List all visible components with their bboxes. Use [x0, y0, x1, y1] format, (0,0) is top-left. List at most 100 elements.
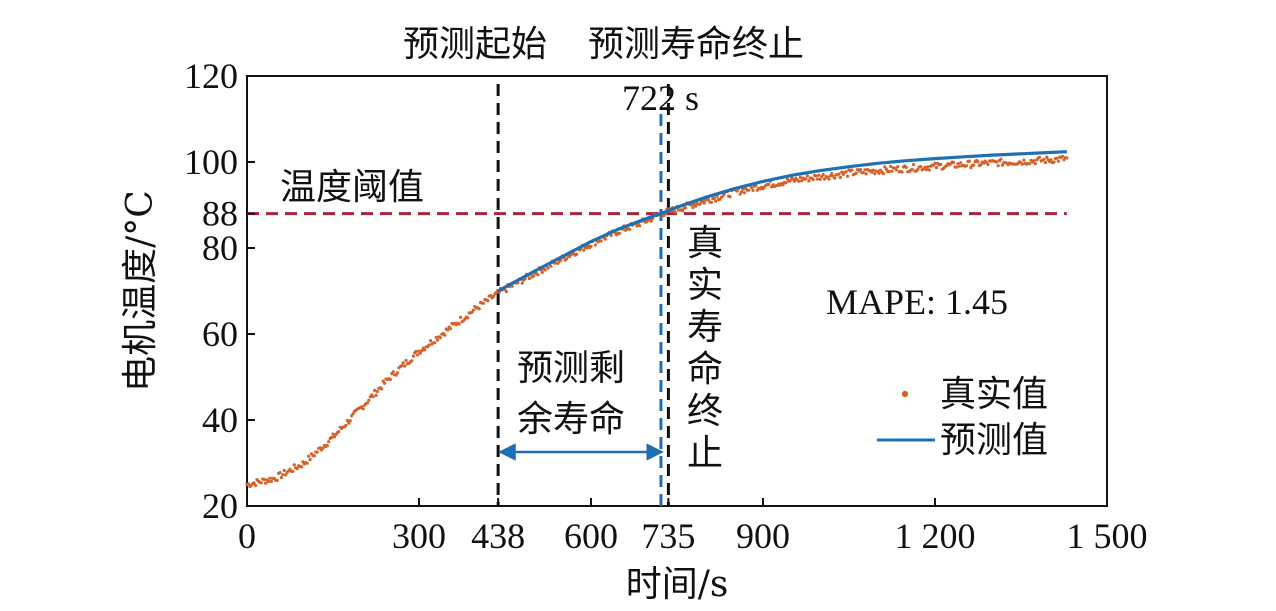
y-tick-label: 120	[184, 56, 238, 96]
true-value-point	[546, 266, 550, 270]
true-value-point	[374, 393, 378, 397]
x-tick-label: 1 500	[1067, 516, 1148, 556]
true-value-point	[348, 419, 352, 423]
true-value-point	[292, 463, 296, 467]
true-value-point	[709, 200, 714, 204]
true-value-point	[423, 348, 427, 352]
true-value-point	[788, 179, 792, 183]
legend-true-label: 真实值	[940, 374, 1048, 415]
true-value-point	[923, 165, 927, 169]
true-value-point	[266, 479, 271, 484]
true-value-point	[312, 454, 316, 458]
true-value-point	[681, 209, 685, 213]
true-value-point	[649, 219, 653, 223]
legend: 真实值 预测值	[877, 374, 1048, 461]
true-value-point	[259, 481, 263, 485]
true-value-point	[979, 163, 983, 167]
y-tick-label: 100	[184, 142, 238, 182]
true-value-point	[838, 175, 843, 180]
true-value-point	[410, 359, 414, 363]
true-value-point	[854, 171, 858, 175]
true-value-point	[706, 198, 711, 202]
true-value-point	[1045, 155, 1049, 159]
true-value-point	[890, 169, 894, 173]
true-value-point	[967, 159, 972, 163]
x-tick-label: 1 200	[895, 516, 976, 556]
true-value-point	[603, 237, 607, 241]
true-eol-char: 实	[687, 265, 723, 306]
true-value-point	[1049, 158, 1053, 162]
true-value-point	[818, 177, 822, 181]
true-value-point	[821, 172, 825, 177]
true-value-point	[924, 168, 929, 172]
true-value-point	[996, 164, 1000, 168]
true-value-point	[877, 171, 881, 175]
true-value-point	[599, 239, 603, 243]
true-value-point	[957, 164, 962, 168]
true-value-point	[926, 165, 930, 169]
true-value-point	[635, 224, 639, 228]
x-tick-label: 438	[471, 516, 525, 556]
true-value-point	[315, 450, 319, 454]
true-value-point	[858, 168, 863, 172]
title-start-label: 预测起始	[403, 24, 547, 65]
true-value-point	[414, 349, 418, 353]
true-value-point	[543, 268, 547, 272]
true-value-point	[388, 378, 392, 382]
true-value-point	[840, 170, 844, 174]
true-value-point	[268, 476, 272, 480]
true-value-point	[887, 169, 891, 174]
y-tick-label: 88	[202, 194, 238, 234]
true-value-point	[536, 273, 540, 277]
true-value-point	[807, 179, 811, 183]
true-value-point	[373, 388, 377, 392]
true-value-point	[823, 177, 827, 181]
true-value-point	[751, 188, 755, 192]
true-value-point	[999, 157, 1003, 161]
true-value-point	[742, 191, 747, 195]
true-value-point	[264, 481, 268, 485]
true-value-point	[269, 479, 273, 483]
true-value-point	[728, 195, 732, 199]
true-value-point	[804, 177, 808, 181]
true-value-point	[262, 477, 266, 482]
true-value-point	[443, 333, 447, 337]
true-value-point	[520, 281, 524, 285]
true-value-point	[418, 351, 422, 355]
true-value-point	[767, 182, 771, 186]
true-value-point	[486, 299, 490, 303]
true-value-point	[344, 423, 348, 428]
true-value-point	[618, 231, 622, 235]
true-value-point	[798, 175, 802, 179]
true-value-point	[540, 270, 544, 275]
y-tick-label: 60	[202, 314, 238, 354]
true-value-point	[391, 370, 395, 374]
true-value-point	[850, 168, 854, 172]
true-value-point	[527, 276, 532, 281]
true-value-point	[811, 177, 815, 182]
true-eol-char: 寿	[687, 307, 723, 348]
true-value-point	[638, 224, 642, 228]
true-value-point	[347, 421, 351, 425]
true-value-point	[305, 461, 309, 465]
true-value-point	[459, 315, 463, 319]
true-value-point	[367, 398, 371, 402]
true-value-point	[712, 196, 716, 200]
true-value-point	[337, 430, 341, 434]
true-value-point	[593, 243, 597, 247]
true-value-point	[827, 177, 831, 181]
true-value-point	[420, 349, 424, 353]
true-value-point	[330, 435, 334, 440]
true-value-point	[471, 308, 476, 312]
true-value-point	[532, 274, 536, 278]
true-value-point	[837, 172, 841, 176]
mape-label: MAPE: 1.45	[826, 282, 1008, 322]
true-value-point	[403, 364, 407, 368]
true-value-point	[282, 468, 286, 472]
y-tick-label: 20	[202, 486, 238, 526]
true-value-point	[477, 307, 481, 311]
true-value-point	[295, 467, 299, 471]
rul-label-line1: 预测剩	[517, 348, 625, 389]
